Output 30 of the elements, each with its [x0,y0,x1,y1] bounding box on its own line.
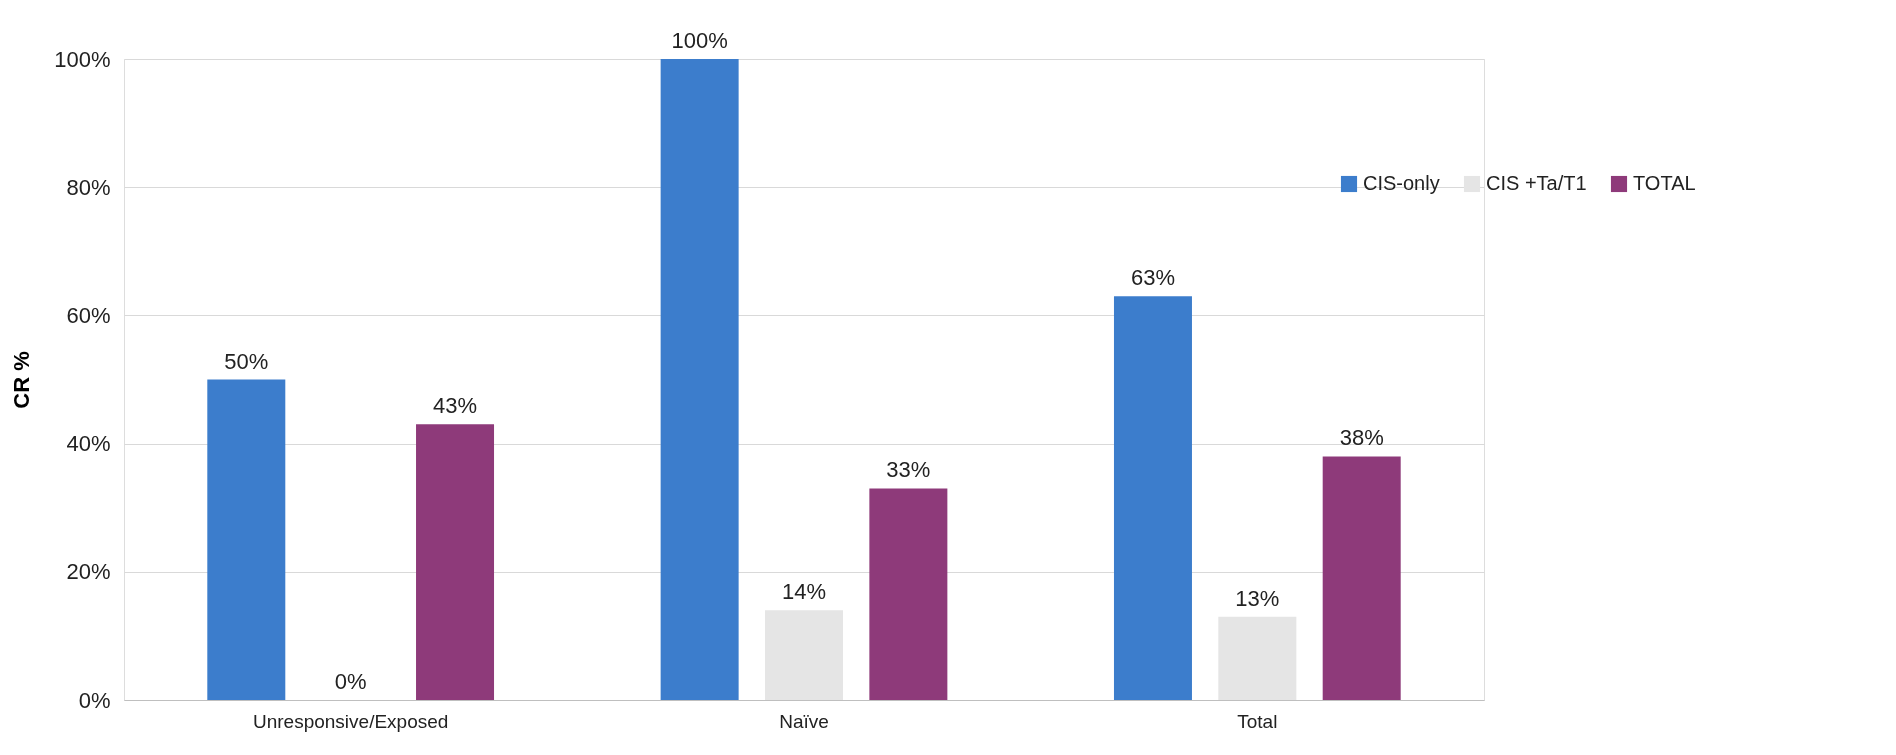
data-label: 50% [224,348,269,374]
y-tick-label: 40% [66,431,111,457]
y-tick-label: 80% [66,174,111,200]
legend-label: CIS +Ta/T1 [1486,172,1587,194]
bar [1322,456,1401,700]
x-tick-label: Total [1237,710,1278,732]
bar [765,610,843,700]
y-tick-label: 60% [66,302,111,328]
data-label: 43% [433,393,478,419]
bar [1113,296,1192,700]
y-tick-label: 20% [66,559,111,585]
data-label: 100% [671,28,728,53]
y-tick-label: 0% [78,687,111,713]
legend-label: CIS-only [1363,172,1440,194]
bar [869,488,948,700]
y-tick-label: 100% [54,46,111,72]
bar [1218,616,1297,700]
legend-label: TOTAL [1633,172,1696,194]
x-tick-label: Unresponsive/Exposed [252,710,449,732]
data-label: 0% [334,669,367,694]
data-label: 13% [1235,585,1280,611]
data-label: 14% [781,579,827,605]
x-tick-label: Naïve [779,710,829,732]
data-label: 38% [1339,425,1384,451]
bar [660,59,739,700]
data-label: 33% [886,457,931,483]
y-axis-title: CR % [9,351,35,409]
data-label: 63% [1130,265,1175,291]
bar [416,424,495,700]
bar [207,379,286,700]
